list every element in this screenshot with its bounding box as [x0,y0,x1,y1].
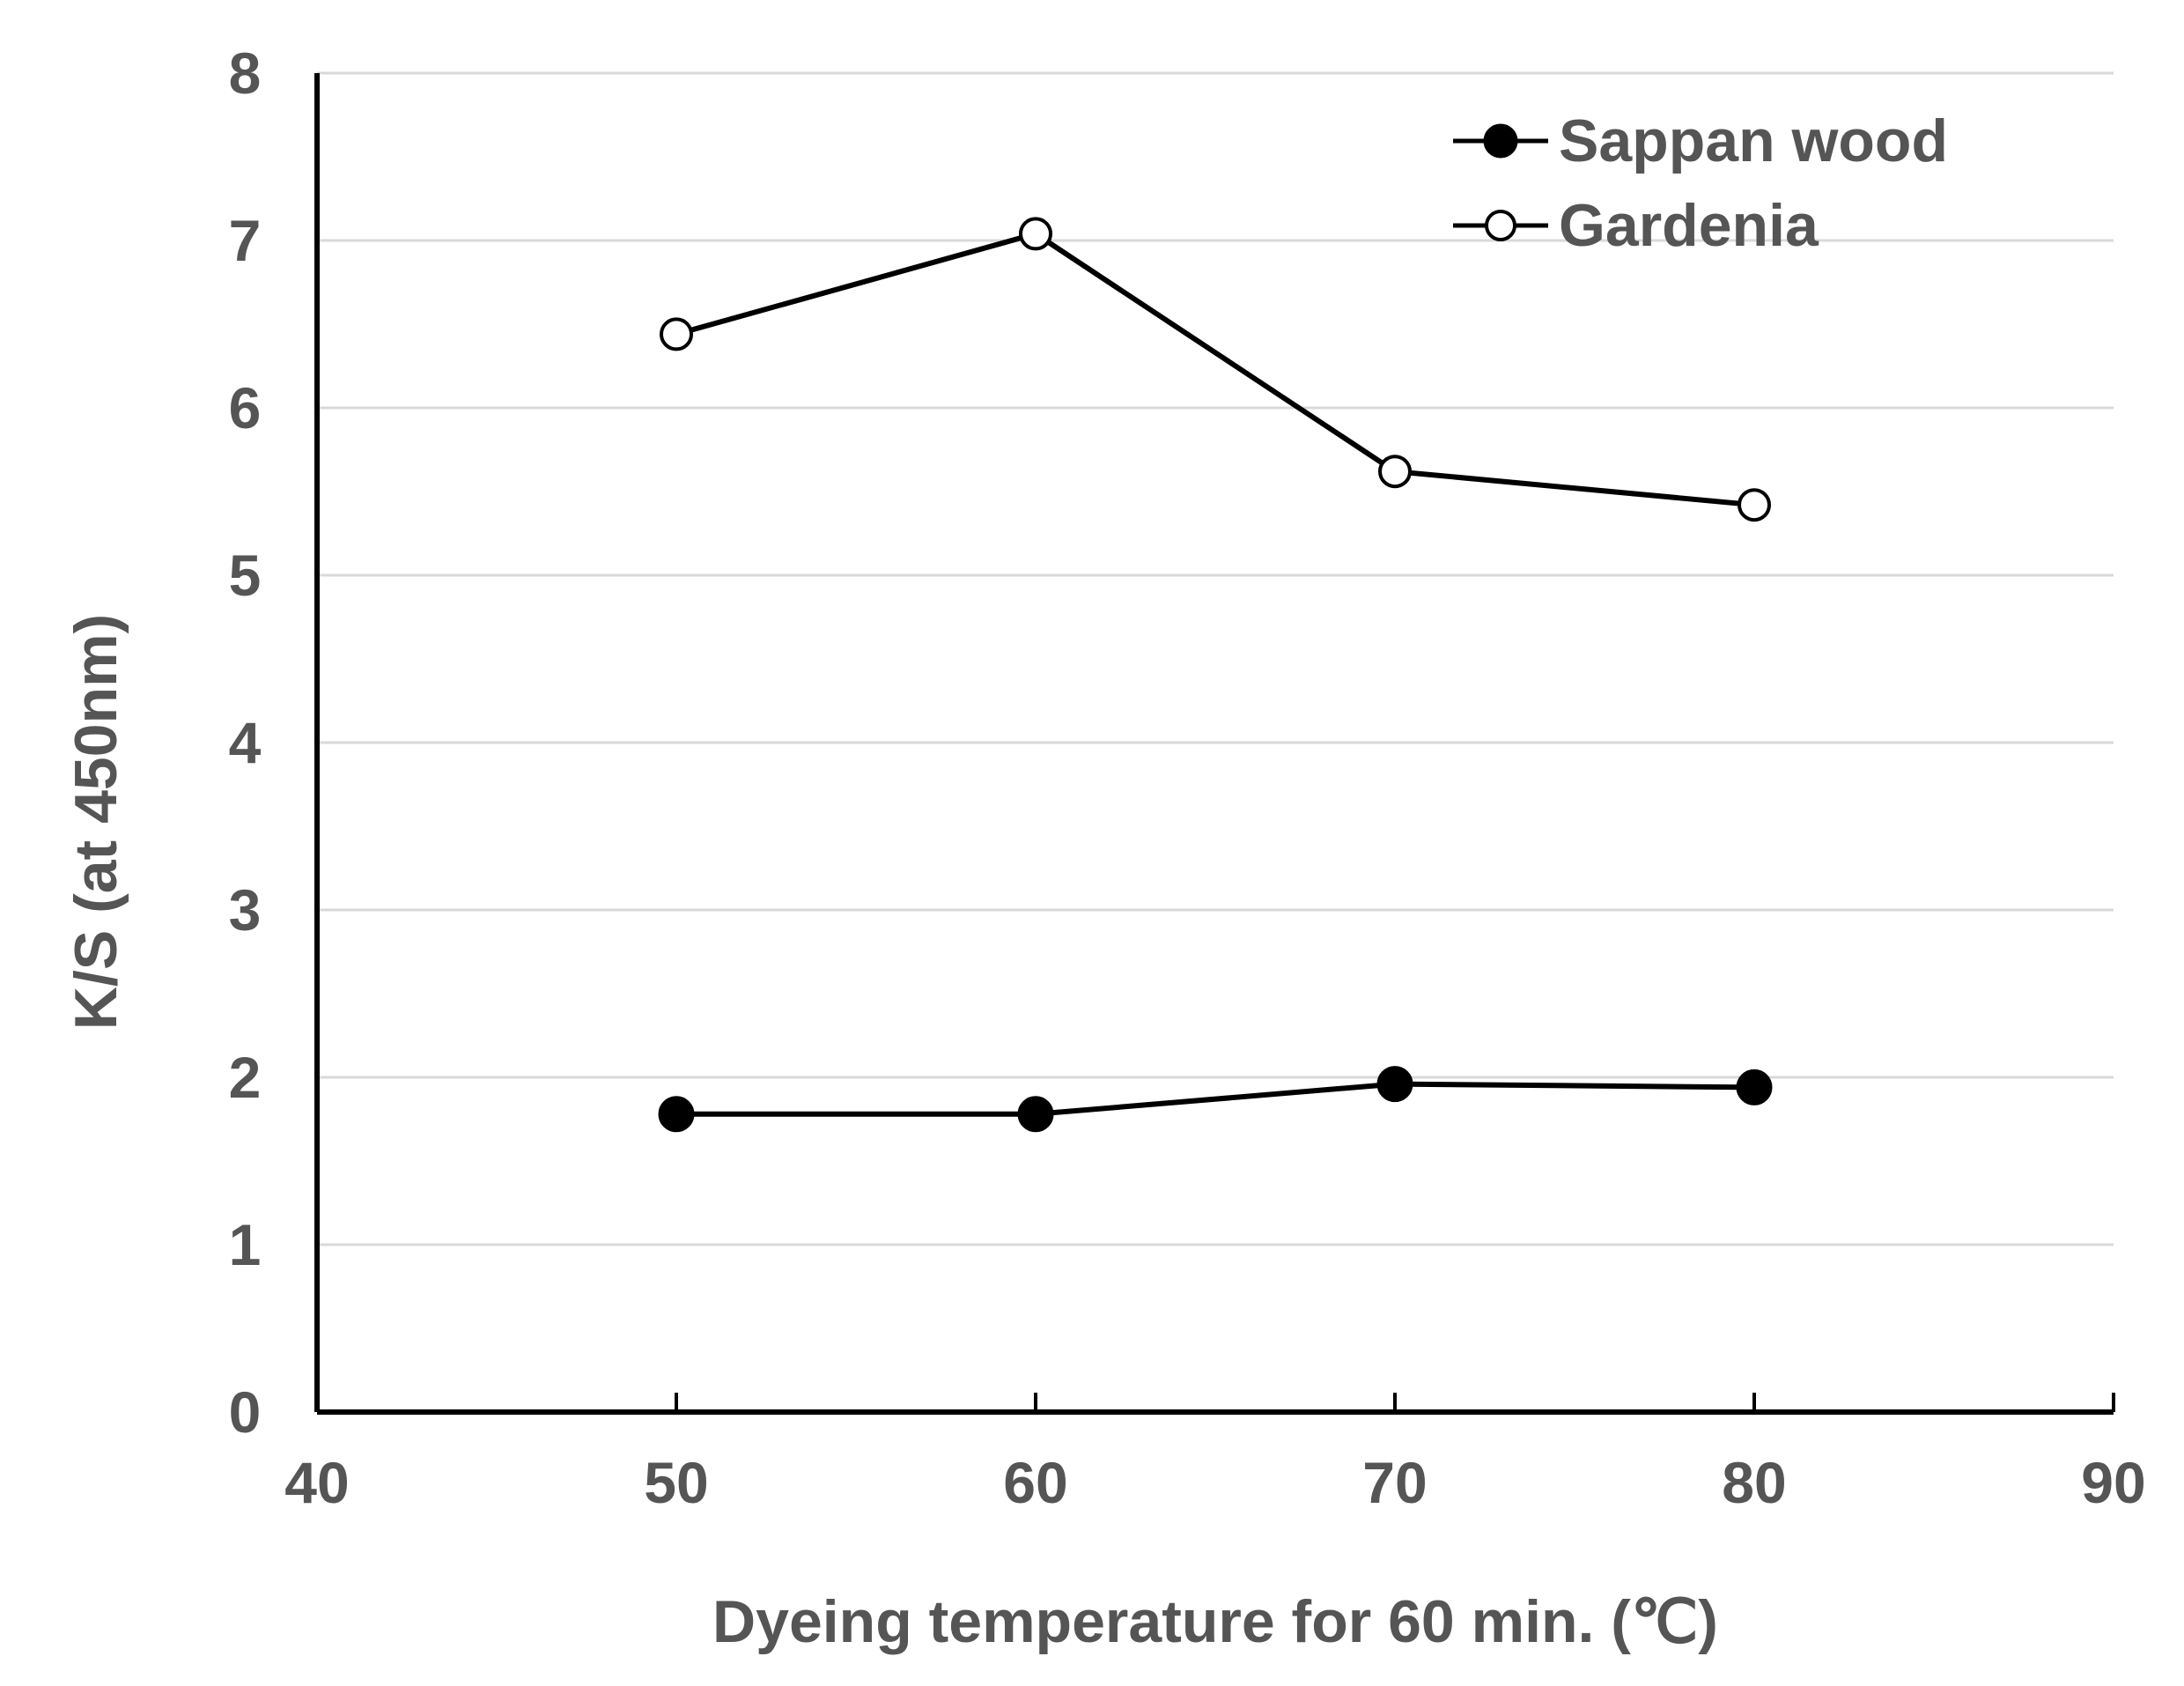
x-tick-label-40: 40 [284,1450,349,1515]
gridlines [317,71,2114,1246]
data-point-gardenia-80 [1738,488,1771,522]
y-tick-label-8: 8 [229,41,262,106]
y-tick-label-7: 7 [229,208,262,273]
series-line-sappan-wood [676,1081,1755,1117]
data-point-gardenia-50 [660,317,693,351]
series-gardenia [660,217,1771,522]
x-tick-label-80: 80 [1722,1450,1786,1515]
x-tick-label-50: 50 [644,1450,708,1515]
y-tick-label-6: 6 [229,375,262,440]
x-tick-label-60: 60 [1003,1450,1067,1515]
x-tick-labels: 40 50 60 70 80 90 [284,1450,2145,1515]
series-sappan-wood [658,1066,1773,1133]
y-tick-label-2: 2 [229,1045,262,1110]
y-tick-label-0: 0 [229,1379,262,1445]
y-tick-label-3: 3 [229,877,262,943]
data-point-sappan-wood-80 [1736,1069,1773,1106]
y-axis-title: K/S (at 450nm) [63,614,129,1030]
y-tick-label-4: 4 [229,710,262,775]
legend-marker-gardenia [1485,210,1516,241]
x-tick-label-70: 70 [1362,1450,1427,1515]
x-tick-label-90: 90 [2081,1450,2145,1515]
data-point-sappan-wood-50 [658,1096,695,1133]
legend-label-sappan-wood: Sappan wood [1559,107,1948,174]
data-point-sappan-wood-70 [1376,1066,1413,1103]
legend-marker-sappan-wood [1483,123,1518,159]
legend-label-gardenia: Gardenia [1559,192,1819,259]
legend: Sappan wood Gardenia [1453,107,1948,259]
y-tick-label-1: 1 [229,1212,262,1277]
data-point-gardenia-60 [1019,217,1052,251]
x-tick-marks [675,1393,2115,1412]
axes [314,73,2114,1415]
series-line-gardenia [675,231,1755,508]
series-layer [658,217,1773,1133]
y-tick-label-5: 5 [229,543,262,608]
y-tick-labels: 0 1 2 3 4 5 6 7 8 [229,41,262,1445]
data-point-sappan-wood-60 [1017,1096,1054,1133]
data-point-gardenia-70 [1378,455,1412,489]
x-axis-title: Dyeing temperature for 60 min. (℃) [712,1588,1718,1655]
